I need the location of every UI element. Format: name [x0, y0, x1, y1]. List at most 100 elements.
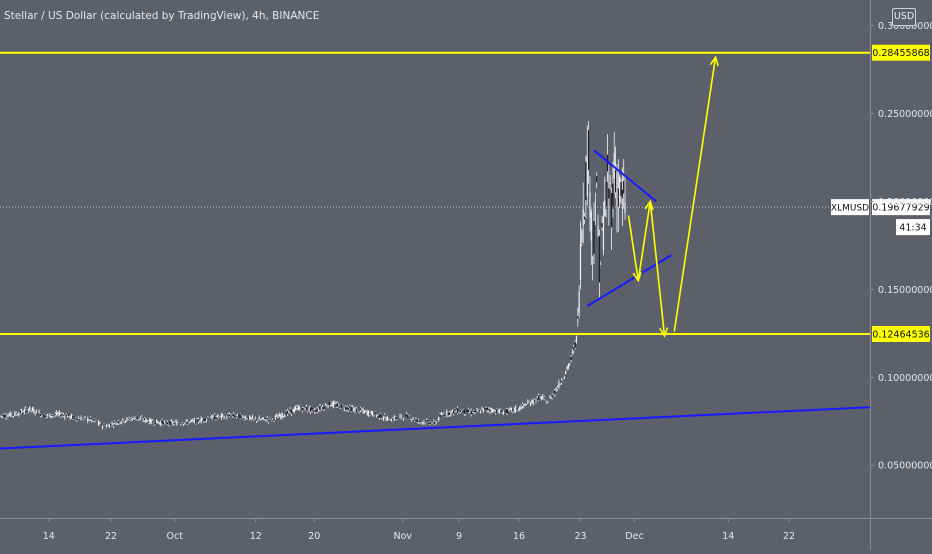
candle-body	[93, 421, 96, 423]
candle-body	[292, 409, 294, 412]
candle-body	[70, 414, 73, 418]
candle-body	[165, 420, 167, 422]
candle-body	[118, 421, 120, 424]
candle-body	[269, 417, 271, 419]
candle-body	[126, 418, 128, 421]
candle-body	[14, 412, 16, 416]
candle-body	[363, 411, 366, 414]
candle-body	[68, 414, 70, 417]
candle-body	[617, 188, 619, 207]
y-tick-label: 0.25000000	[878, 109, 932, 120]
candle-body	[578, 291, 580, 313]
candle-body	[507, 409, 509, 414]
level-price-badge	[872, 325, 930, 342]
candle-body	[245, 417, 247, 419]
candle-body	[471, 413, 474, 415]
candle-body	[588, 130, 590, 170]
candle-body	[111, 423, 113, 425]
candle-body	[134, 417, 136, 420]
candle-body	[619, 176, 621, 202]
candle-body	[288, 410, 290, 413]
candle-body	[208, 418, 210, 420]
candle-body	[150, 419, 152, 423]
candle-body	[309, 407, 312, 412]
candle-body	[135, 418, 137, 420]
candle-body	[92, 418, 94, 421]
candle-body	[370, 411, 372, 415]
candle-body	[250, 417, 252, 419]
candle-body	[30, 409, 32, 410]
candle-body	[197, 419, 200, 422]
candle-body	[81, 418, 83, 420]
candle-body	[388, 416, 390, 418]
candle-body	[405, 414, 407, 418]
candle-body	[349, 405, 351, 408]
y-tick-label: 0.20000000	[878, 197, 932, 208]
candle-body	[609, 182, 611, 184]
countdown-badge	[896, 219, 930, 236]
candle-body	[339, 408, 341, 409]
candle-body	[512, 408, 514, 412]
candle-body	[286, 410, 289, 414]
candle-body	[376, 415, 378, 417]
candle-body	[473, 411, 475, 412]
candle-body	[305, 407, 308, 411]
candle-body	[122, 418, 124, 421]
candle-body	[284, 415, 286, 417]
candle-body	[511, 408, 513, 410]
candle-body	[434, 421, 436, 424]
candle-body	[621, 189, 623, 199]
candle-body	[83, 417, 85, 419]
candle-body	[262, 417, 264, 419]
candle-body	[285, 411, 287, 416]
candle-body	[141, 417, 143, 418]
candle-body	[43, 415, 46, 418]
candle-body	[149, 418, 151, 424]
candle-body	[15, 413, 17, 415]
x-tick-label: 16	[513, 531, 525, 542]
candle-body	[77, 417, 79, 419]
candle-body	[277, 416, 279, 418]
candle-body	[88, 420, 90, 421]
candle-body	[100, 422, 102, 426]
candle-body	[396, 417, 398, 419]
candle-body	[409, 420, 411, 421]
candle-body	[478, 409, 480, 411]
candle-body	[528, 402, 530, 404]
candle-body	[596, 176, 598, 183]
candle-body	[488, 408, 490, 411]
candle-body	[276, 415, 278, 417]
candle-body	[257, 420, 259, 422]
candle-body	[436, 420, 438, 422]
candle-body	[72, 415, 74, 419]
candle-body	[49, 413, 51, 418]
candle-body	[160, 422, 162, 425]
last-price-label: 0.19677929	[872, 203, 929, 214]
candle-body	[108, 425, 110, 428]
projection-arrow-line	[649, 201, 666, 337]
candle-body	[154, 421, 156, 425]
level-price-badge	[872, 44, 930, 61]
currency-button[interactable]: USD	[892, 8, 916, 26]
candle-body	[130, 418, 132, 420]
candle-body	[529, 403, 532, 406]
candle-body	[448, 412, 451, 415]
candle-body	[253, 418, 255, 420]
candle-body	[254, 418, 256, 420]
candle-body	[401, 417, 403, 418]
candle-body	[470, 410, 472, 415]
candle-body	[187, 421, 189, 424]
candle-body	[362, 409, 364, 412]
projection-arrow-head	[659, 327, 669, 338]
candle-body	[281, 412, 283, 417]
candle-body	[567, 364, 569, 368]
candle-body	[282, 416, 285, 417]
candle-body	[87, 418, 89, 422]
candle-body	[494, 412, 497, 414]
candle-body	[400, 414, 402, 418]
candle-body	[168, 423, 170, 425]
candle-body	[592, 257, 594, 259]
candle-body	[293, 408, 295, 412]
